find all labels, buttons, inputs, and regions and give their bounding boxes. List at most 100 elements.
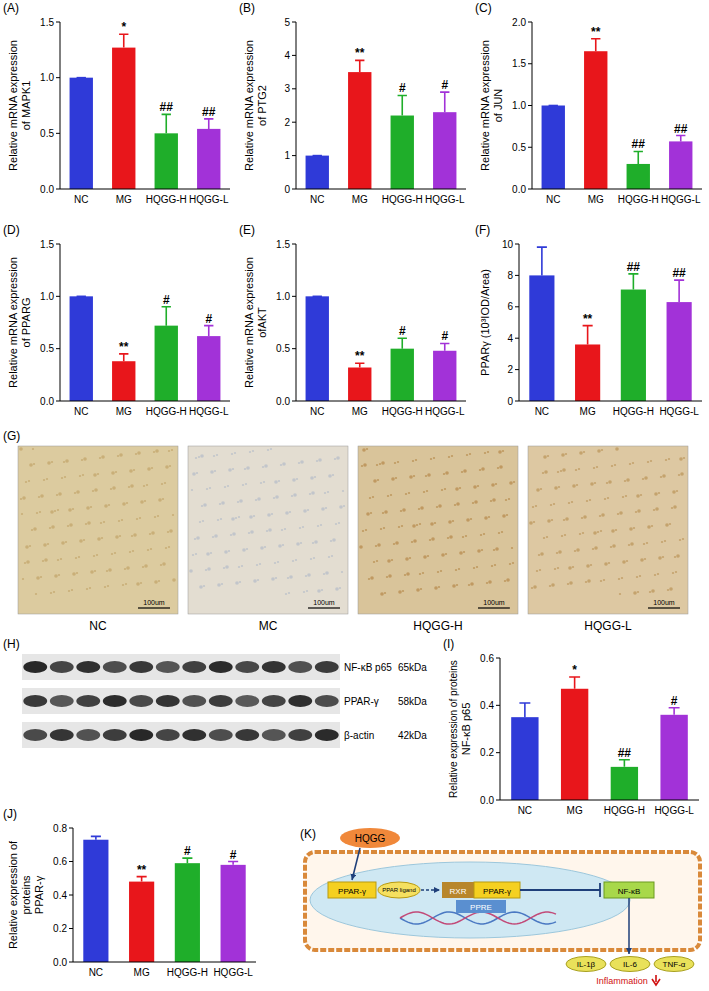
x-axis [60,189,230,190]
cell-texture [101,537,103,539]
cell-texture [260,482,262,484]
y-tick [56,133,60,134]
cell-texture [423,491,425,493]
cell-texture [242,548,246,552]
cell-texture [551,519,553,521]
cell-texture [463,469,467,473]
cell-texture [568,502,570,504]
cell-texture [83,457,87,461]
cell-texture [108,568,112,572]
cell-texture [124,568,126,570]
x-tick-label: MG [116,194,132,205]
cell-texture [416,588,420,592]
cell-texture [167,531,169,533]
bar-panel: (E)Relative mRNA expressionofAKT0.00.51.… [239,223,466,417]
cell-texture [675,571,677,573]
significance-label: ** [355,46,365,60]
blot-band [209,661,233,673]
y-tick [56,189,60,190]
cell-texture [295,559,297,561]
error-bar [591,39,600,52]
cell-texture [579,533,581,535]
cell-texture [413,475,415,477]
cell-texture [168,450,170,452]
blot-panel: (H)NF-κB p6565kDaPPAR-γ58kDaβ-actin42kDa [3,637,427,748]
cell-texture [650,460,652,462]
cell-texture [140,500,144,504]
cell-texture [502,514,506,518]
cell-texture [196,536,200,540]
cell-texture [144,500,146,502]
cell-texture [231,453,233,455]
y-tick-label: 1.5 [40,17,54,28]
cell-texture [282,544,284,546]
cell-texture [393,543,395,545]
cell-texture [22,496,26,500]
cell-texture [547,519,551,523]
cell-texture [288,592,290,594]
cell-texture [78,556,80,558]
cell-texture [449,535,453,539]
cell-texture [487,451,489,453]
scale-bar-label: 100um [143,599,165,606]
cell-texture [153,451,155,453]
cell-texture [387,495,389,497]
blot-band [315,729,339,741]
panel-letter: (A) [3,1,19,15]
y-axis [296,244,297,401]
significance-label: # [441,329,448,343]
cell-texture [622,496,624,498]
cell-texture [647,525,651,529]
dna-strand [400,912,556,924]
cell-texture [491,565,493,567]
cell-texture [58,574,60,576]
cell-texture [540,552,544,556]
cell-texture [608,562,610,564]
cell-texture [370,512,372,514]
cell-texture [192,554,194,556]
cell-texture [241,565,243,567]
bar [529,275,554,401]
cell-texture [628,544,630,546]
cell-texture [268,528,272,532]
node-label: RXR [450,887,467,896]
y-axis-title: proteins [20,875,32,915]
cell-texture [25,545,29,549]
cell-texture [411,541,413,543]
cell-texture [60,558,62,560]
cell-texture [639,575,641,577]
cell-texture [118,520,120,522]
y-tick-label: 8 [507,270,513,281]
cell-texture [488,580,492,584]
cell-texture [264,464,268,468]
marks [306,60,457,189]
cell-texture [653,509,655,511]
cell-texture [658,492,660,494]
x-tick-label: MG [588,194,604,205]
cell-texture [154,516,156,518]
cell-texture [567,583,569,585]
error-bar [398,338,407,348]
cell-texture [164,482,166,484]
cell-texture [165,547,167,549]
cell-texture [43,543,47,547]
cell-texture [33,463,35,465]
cell-texture [195,553,197,555]
cell-texture [394,462,396,464]
y-axis [500,658,501,800]
cell-texture [68,508,72,512]
cell-texture [260,546,264,550]
cell-texture [231,517,235,521]
arrow [352,848,360,880]
cell-texture [119,535,121,537]
cell-texture [504,580,506,582]
cell-texture [306,590,308,592]
cell-texture [228,550,230,552]
cell-texture [65,459,69,463]
cell-texture [679,539,681,541]
cell-texture [136,582,140,586]
cell-texture [473,485,477,489]
cell-texture [237,501,239,503]
cell-texture [217,519,219,521]
cell-texture [224,550,228,554]
